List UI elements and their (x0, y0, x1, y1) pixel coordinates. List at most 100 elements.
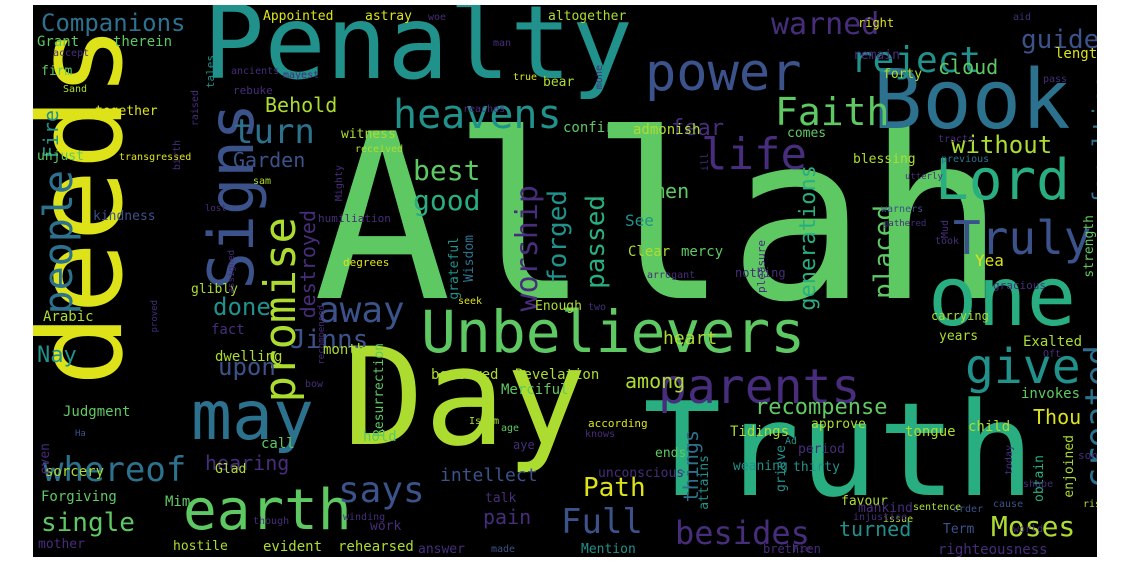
word: confirms (563, 120, 631, 136)
word: knows (585, 429, 616, 440)
word: right (858, 16, 895, 30)
word: arrogant (647, 270, 696, 281)
word: mercy (681, 244, 724, 260)
word: warned (771, 7, 880, 42)
word: Jinns (290, 325, 369, 355)
word: Ad (785, 436, 798, 447)
word: best (413, 154, 481, 187)
word: intellect (440, 465, 538, 486)
word: Wisdom (462, 235, 477, 282)
word: degrees (343, 256, 390, 269)
word: generations (796, 165, 821, 311)
word: assigned (227, 250, 237, 294)
word: ancients (231, 66, 280, 77)
word: created (1078, 345, 1097, 489)
word: people (36, 170, 82, 315)
word: forged (543, 190, 573, 284)
word: cloud (938, 55, 999, 79)
word: Forgiving (41, 489, 117, 505)
word: woe (428, 12, 447, 23)
word: pass (1043, 74, 1068, 85)
word: received (355, 144, 404, 155)
word: turned (839, 517, 912, 541)
word: fact (211, 322, 245, 338)
word: Unbelievers (421, 298, 806, 366)
word: Nay (37, 343, 77, 368)
word: without (951, 131, 1053, 159)
word: therein (113, 34, 173, 50)
word: Yea (975, 251, 1004, 270)
word: rebuke (233, 84, 273, 97)
word: admonish (633, 122, 701, 138)
word: seek (458, 296, 483, 307)
word: guide (1021, 25, 1097, 55)
word: parents (658, 359, 861, 415)
word: Book (873, 53, 1071, 148)
word: Lord (935, 148, 1070, 213)
word: warners (881, 204, 924, 215)
word: kindness (93, 209, 156, 224)
word: Mud (940, 220, 951, 239)
word: enjoined (1062, 435, 1077, 498)
word: issue (883, 514, 914, 525)
word: Garden (233, 148, 306, 172)
word: age (501, 423, 520, 434)
word: raised (190, 90, 201, 127)
word: bear (543, 75, 575, 90)
word: may (191, 377, 314, 456)
word: carrying (931, 309, 989, 323)
word: gracious (993, 279, 1046, 292)
word: recompense (755, 395, 888, 420)
word: grateful (447, 237, 462, 300)
word: says (338, 470, 425, 511)
word: answer (418, 542, 465, 557)
word: upon (218, 353, 276, 381)
word: man (493, 38, 512, 49)
word: Appointed (263, 9, 334, 24)
word: Exalted (1023, 334, 1083, 350)
word: dwelling (215, 349, 283, 365)
word: earth (183, 478, 352, 543)
word: comes (787, 126, 827, 141)
word: firm (41, 64, 73, 79)
word: remain (853, 48, 900, 63)
word: Enough (535, 299, 582, 314)
word: true (513, 72, 538, 83)
word: recompensed (317, 305, 327, 365)
word: shape (1023, 479, 1054, 490)
word: Penalty (203, 5, 633, 103)
word: altogether (548, 9, 627, 24)
word: Grant (37, 34, 80, 50)
word: See (625, 211, 654, 230)
word: Full (561, 502, 643, 542)
word: months (323, 342, 374, 358)
word: work (370, 519, 402, 534)
word: astray (365, 9, 412, 24)
word: reject (851, 40, 982, 81)
word: bow (305, 379, 324, 390)
word: though (253, 516, 290, 527)
word: mother (38, 537, 85, 552)
word: injustice (853, 512, 908, 523)
word: fear (671, 116, 724, 141)
word: evident (263, 539, 323, 555)
word: utterly (905, 172, 943, 182)
word: blessing (853, 152, 916, 167)
word: Tidings (730, 424, 790, 440)
word: Mention (581, 542, 636, 557)
word: Path (583, 473, 646, 503)
word: worship (510, 185, 545, 312)
word: talk (485, 491, 517, 506)
word: Allah (313, 86, 1006, 353)
word: sam (253, 176, 272, 187)
word: order (953, 504, 984, 515)
word: Arabic (43, 309, 94, 325)
word: nothing (735, 266, 786, 280)
word: mayest (283, 70, 320, 81)
word: Moses (991, 510, 1076, 543)
word: among (625, 369, 686, 393)
word: done (213, 293, 271, 321)
word: away (318, 290, 405, 331)
word: ill (700, 153, 711, 172)
word: thirty (793, 460, 840, 475)
